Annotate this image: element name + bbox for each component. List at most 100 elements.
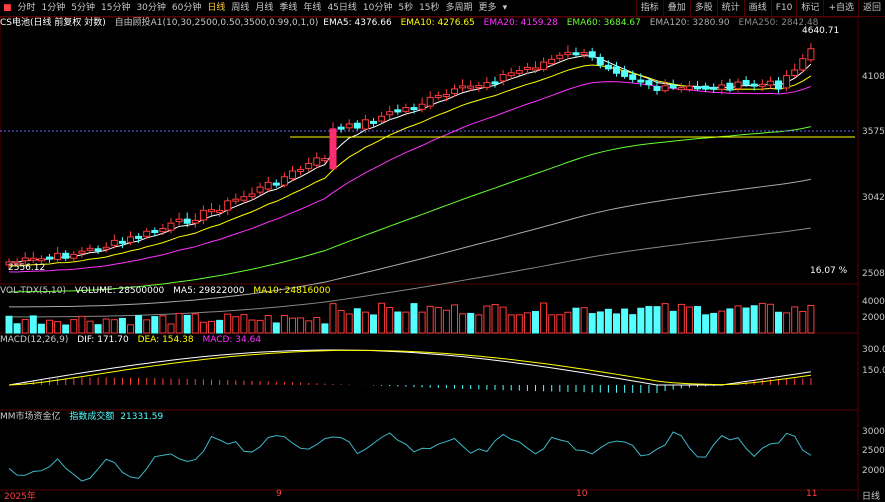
- y-tick-main: 2508: [862, 269, 885, 279]
- volume-bar: [799, 310, 807, 334]
- candle: [29, 257, 37, 261]
- volume-bar: [199, 321, 207, 334]
- candle: [783, 75, 791, 89]
- period-tab-fenshi[interactable]: 分时: [17, 3, 36, 13]
- volume-bar: [685, 306, 693, 334]
- candle: [305, 163, 313, 169]
- multi-stock-button[interactable]: 多股: [689, 0, 717, 16]
- period-tab-year[interactable]: 年线: [303, 3, 322, 13]
- candle: [118, 240, 126, 244]
- volume-bar: [548, 314, 556, 334]
- candle: [515, 70, 523, 74]
- ema5-value: EMA5: 4376.66: [323, 18, 392, 28]
- period-tab-45day[interactable]: 45日线: [327, 3, 357, 13]
- candle: [645, 80, 653, 86]
- ema-line: [8, 81, 812, 273]
- period-tab-1min[interactable]: 1分钟: [41, 3, 66, 13]
- volume-bar: [702, 314, 710, 334]
- period-tab-week[interactable]: 周线: [231, 3, 250, 13]
- period-tab-15sec[interactable]: 15秒: [419, 3, 440, 13]
- period-tab-more[interactable]: 更多: [478, 3, 497, 13]
- volume-bar: [46, 319, 53, 334]
- volume-bar: [540, 302, 548, 334]
- candle: [523, 66, 531, 70]
- macd-title[interactable]: MACD(12,26,9): [0, 335, 69, 345]
- menu-icon[interactable]: ■: [3, 3, 12, 13]
- volume-bar: [491, 304, 499, 334]
- volume-bar: [62, 324, 70, 334]
- candle: [191, 219, 199, 224]
- period-tab-60min[interactable]: 60分钟: [171, 3, 202, 13]
- candle: [297, 168, 305, 172]
- volume-bar: [127, 324, 134, 334]
- statistics-button[interactable]: 统计: [716, 0, 744, 16]
- volume-bar: [459, 313, 467, 334]
- chevron-down-icon[interactable]: ▾: [502, 3, 508, 13]
- candle: [199, 209, 207, 221]
- y-tick-macd: 300.0: [862, 345, 885, 355]
- volume-bar: [694, 306, 701, 334]
- volume-bar: [418, 311, 426, 334]
- volume-bar: [386, 307, 394, 334]
- candle: [702, 85, 710, 90]
- volume-bar: [232, 316, 240, 334]
- mark-button[interactable]: 标记: [796, 0, 823, 16]
- volume-bar: [580, 307, 588, 334]
- candle: [70, 253, 78, 259]
- volume-indicator-line: VOL-TDX(5,10) VOLUME: 28500000 MA5: 2982…: [0, 285, 336, 297]
- candle: [402, 107, 410, 112]
- volume-bar: [515, 314, 523, 334]
- period-tab-5sec[interactable]: 5秒: [398, 3, 414, 13]
- candle: [127, 236, 134, 243]
- volume-bar: [451, 304, 458, 334]
- period-tab-10min[interactable]: 10分钟: [362, 3, 393, 13]
- stock-title[interactable]: CS电池(日线 前复权 対数): [0, 18, 106, 28]
- f10-button[interactable]: F10: [770, 0, 797, 16]
- volume-bar: [758, 302, 766, 334]
- period-tab-30min[interactable]: 30分钟: [136, 3, 166, 13]
- candle: [540, 61, 548, 70]
- period-tab-15min[interactable]: 15分钟: [101, 3, 131, 13]
- candle: [621, 70, 629, 77]
- period-tab-multi[interactable]: 多周期: [445, 3, 473, 13]
- candle: [669, 84, 677, 89]
- volume-bar: [807, 304, 815, 334]
- volume-bar: [321, 323, 329, 334]
- volume-bar: [70, 319, 78, 334]
- volume-bar: [726, 308, 734, 334]
- candle: [94, 248, 102, 252]
- volume-bar: [297, 317, 305, 334]
- volume-bar: [653, 306, 661, 334]
- candle: [256, 186, 264, 193]
- volume-bar: [329, 303, 337, 334]
- add-favorite-button[interactable]: +自选: [823, 0, 858, 16]
- fund-label: 指数成交额: [69, 412, 115, 422]
- volume-bar: [734, 305, 742, 334]
- volume-bar: [434, 306, 442, 334]
- candle: [799, 58, 807, 71]
- candle: [791, 69, 799, 76]
- volume-bar: [29, 315, 37, 334]
- draw-line-button[interactable]: 画线: [743, 0, 771, 16]
- period-tab-quarter[interactable]: 季线: [279, 3, 298, 13]
- candle: [726, 82, 734, 91]
- period-tab-month[interactable]: 月线: [255, 3, 274, 13]
- period-tab-day[interactable]: 日线: [207, 3, 226, 13]
- back-button[interactable]: 返回: [857, 0, 885, 16]
- day-line-label: 日线: [862, 492, 881, 502]
- volume-title[interactable]: VOL-TDX(5,10): [0, 286, 67, 296]
- y-tick-volume: 20000: [862, 313, 885, 323]
- volume-bar: [208, 320, 215, 334]
- period-tab-5min[interactable]: 5分钟: [71, 3, 95, 13]
- volume-bar: [532, 310, 539, 334]
- candle: [475, 85, 483, 89]
- x-tick: 9: [276, 489, 282, 499]
- fund-title[interactable]: MM市场资金亿: [0, 412, 61, 422]
- candle: [337, 126, 345, 130]
- indicator-button[interactable]: 指标: [635, 0, 663, 16]
- candle: [321, 158, 329, 162]
- formula-label: 自由顾投A1(10,30,2500,0.50,3500,0.99,0,1,0): [114, 18, 319, 28]
- overlay-button[interactable]: 叠加: [662, 0, 690, 16]
- volume-bar: [183, 314, 191, 334]
